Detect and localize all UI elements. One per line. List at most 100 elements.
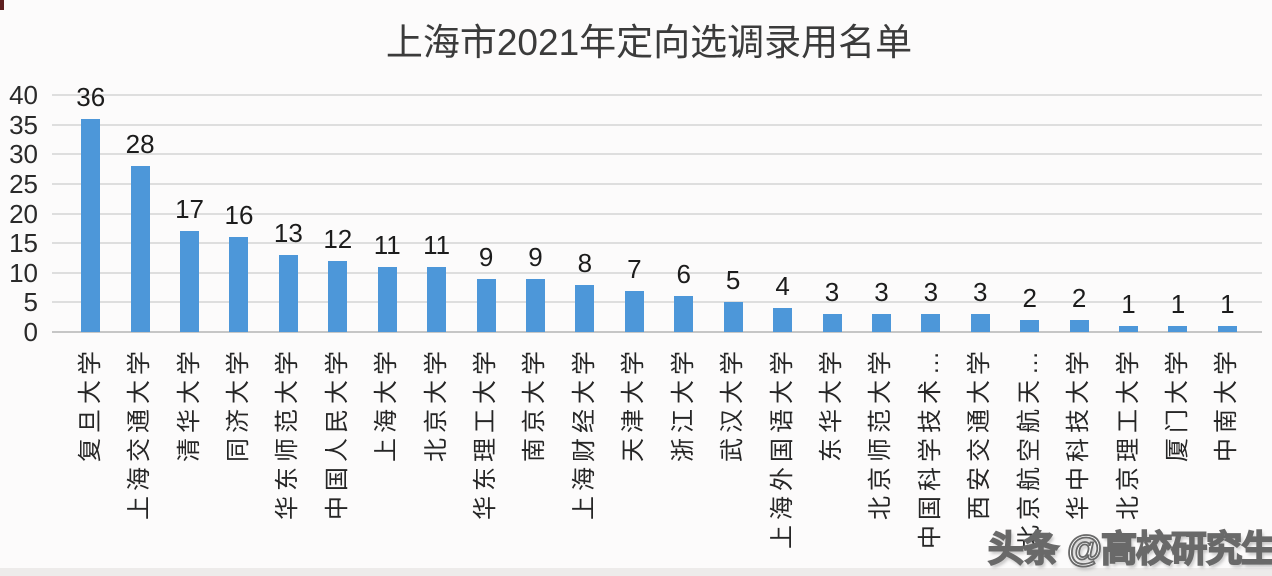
bar-value-label: 3 [923,277,939,308]
bar-value-label: 13 [273,217,303,248]
bar [525,278,545,332]
bar-value-label: 11 [373,229,401,260]
x-axis-label-text: 上海外国语大学 [768,346,796,549]
gridline [52,182,1262,185]
bar [674,296,694,332]
x-axis-label: 东华大学 [807,346,856,574]
bar-value-label: 28 [125,129,155,160]
x-axis-label: 上海交通大学 [115,346,164,574]
bar [1069,320,1089,332]
bar [476,278,496,332]
bar-value-label: 16 [224,200,254,231]
x-axis-label-text: 厦门大学 [1163,346,1191,462]
x-axis-label-text: 中国科学技术… [916,346,944,549]
y-tick-label: 35 [9,109,38,140]
bar-value-label: 9 [528,241,543,272]
bar-value-label: 8 [577,247,593,278]
bar-value-label: 1 [1220,289,1235,320]
bar-value-label: 2 [1022,283,1037,314]
x-axis-label-text: 华东理工大学 [472,346,500,520]
watermark: 头条 @高校研究生 [987,527,1272,570]
bar [328,260,348,332]
x-axis-label-text: 西安交通大学 [966,346,994,520]
gridline [52,153,1262,156]
gridline [52,271,1262,274]
y-tick-label: 40 [9,80,38,110]
bar [822,314,842,332]
x-axis-label: 中国科学技术… [906,346,955,574]
bar [377,266,397,332]
gridline [52,123,1262,126]
x-axis-label-text: 华中科技大学 [1065,346,1093,520]
bar [871,314,891,332]
gridline [52,94,1262,96]
bar [1119,326,1139,332]
bar [624,290,644,332]
x-axis-label: 中国人民大学 [313,346,362,574]
bar [773,308,793,332]
x-axis-label: 武汉大学 [708,346,757,574]
x-axis-label-text: 武汉大学 [719,346,747,462]
y-tick-label: 15 [9,228,38,259]
bar [970,314,990,332]
y-tick-label: 30 [9,139,38,170]
bar [575,284,595,332]
x-axis-label-text: 北京理工大学 [1114,346,1142,520]
x-axis-label-text: 华东师范大学 [274,346,302,520]
y-tick-label: 5 [23,287,38,318]
x-axis-label: 南京大学 [511,346,560,574]
x-axis-label-text: 北京航空航天… [1015,346,1043,549]
x-axis-label: 天津大学 [610,346,659,574]
gridline [52,301,1262,304]
bar [1020,320,1040,332]
x-axis-label: 华东理工大学 [461,346,510,574]
x-axis-label-text: 北京大学 [422,346,450,462]
bar-value-label: 9 [478,241,494,272]
y-tick-label: 10 [9,257,38,288]
bar [229,237,249,332]
bar-value-label: 7 [627,253,642,284]
bar-value-label: 3 [824,277,840,308]
bottom-strip [0,568,1272,576]
bar-value-label: 1 [1170,289,1186,320]
x-axis-label: 北京师范大学 [857,346,906,574]
x-axis-label: 上海财经大学 [560,346,609,574]
corner-mark [0,0,4,10]
bar [427,266,447,332]
x-axis-label-text: 东华大学 [818,346,845,462]
bar [1217,326,1237,332]
x-axis-label-text: 天津大学 [620,346,648,462]
gridline [52,212,1262,215]
gridline [52,242,1262,245]
y-tick-label: 25 [9,168,38,199]
x-axis-label-text: 上海大学 [373,346,401,462]
y-tick-label: 20 [9,198,38,229]
bar [1168,326,1188,332]
bar-value-label: 17 [175,194,204,225]
x-axis-label-text: 清华大学 [175,346,203,462]
x-axis-label: 上海外国语大学 [758,346,807,574]
x-axis-label-text: 浙江大学 [669,346,697,462]
bar [723,302,743,332]
x-axis-label-text: 复旦大学 [76,346,104,462]
bar-value-label: 6 [676,259,691,290]
bar [130,166,150,332]
bar [180,231,200,332]
x-axis-label: 清华大学 [165,346,214,574]
bar-value-label: 2 [1071,283,1087,314]
x-axis-label: 北京大学 [412,346,461,574]
bar-value-label: 36 [76,81,106,112]
gridline [52,331,1262,333]
x-axis-label: 华东师范大学 [264,346,313,574]
bar-value-label: 1 [1121,289,1136,320]
x-axis-label-text: 中南大学 [1213,346,1241,462]
x-axis-label-text: 上海财经大学 [570,346,598,520]
bar-value-label: 4 [775,271,790,302]
x-axis-label: 同济大学 [214,346,263,574]
x-axis-label-text: 同济大学 [224,346,252,462]
bar-value-label: 11 [423,229,451,260]
bar-value-label: 12 [323,223,353,254]
bar [921,314,941,332]
bar [278,254,298,332]
x-axis-label-text: 北京师范大学 [867,346,895,520]
